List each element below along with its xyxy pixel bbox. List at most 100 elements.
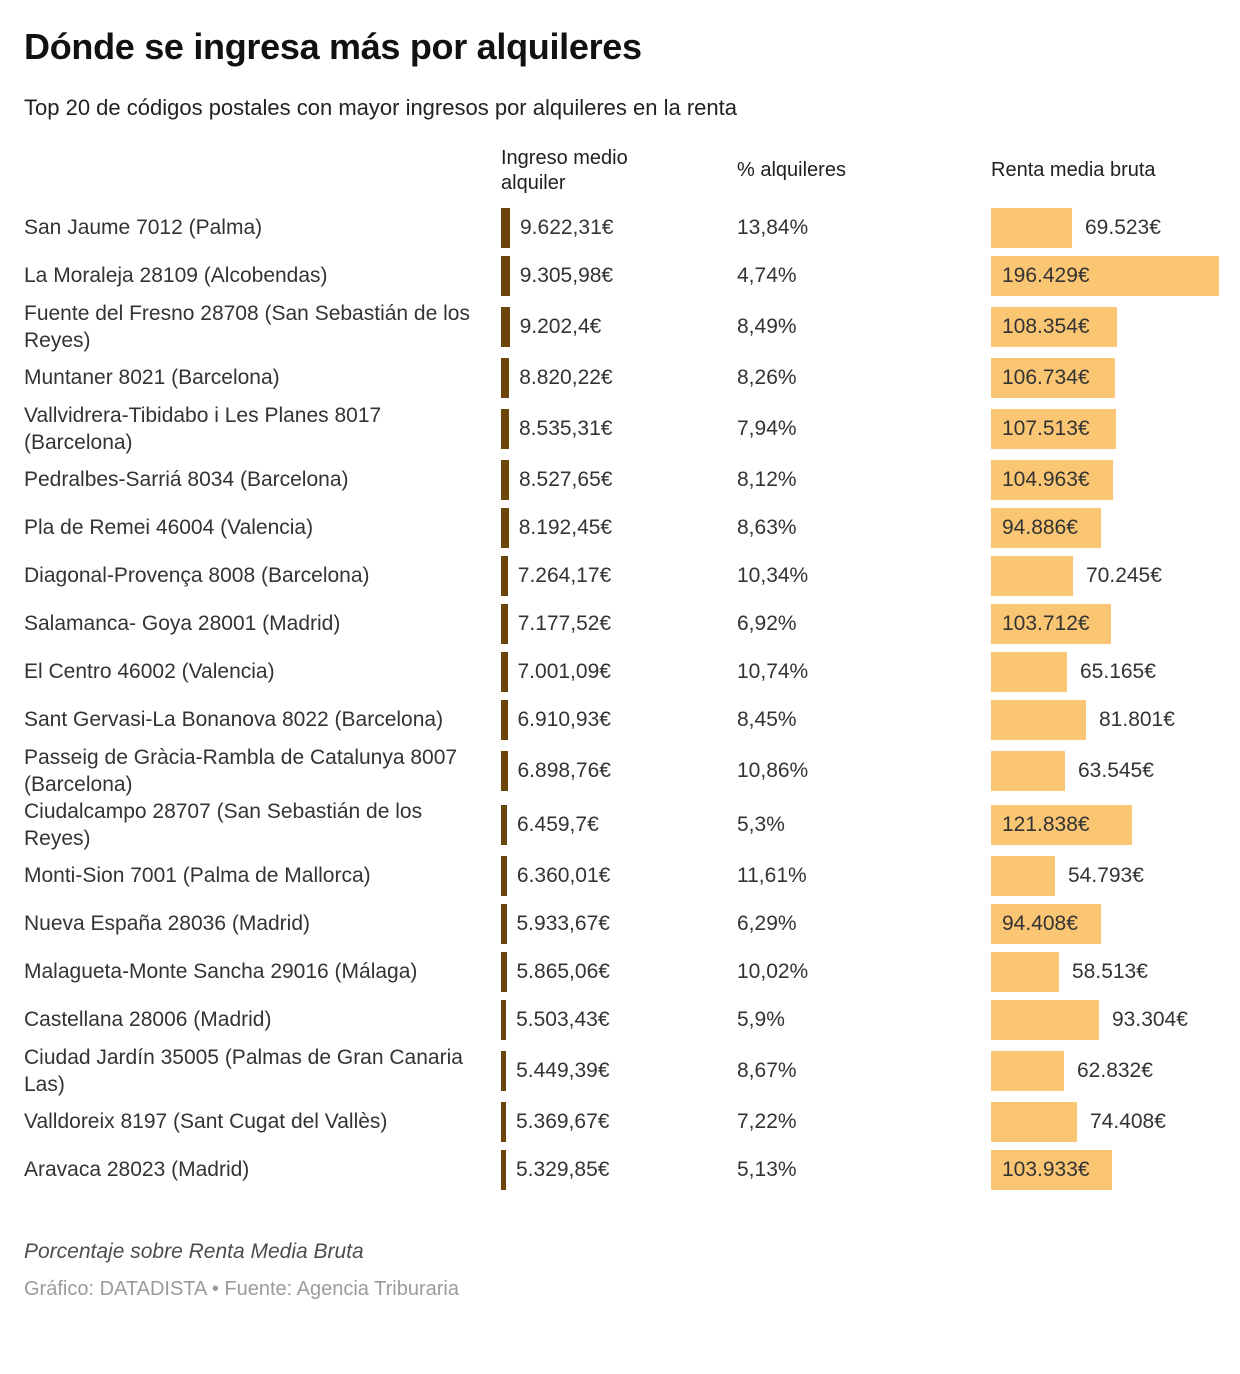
ingreso-cell: 8.192,45€ xyxy=(501,504,737,552)
renta-value: 94.408€ xyxy=(1002,911,1078,935)
location-label: La Moraleja 28109 (Alcobendas) xyxy=(24,264,328,288)
pct-value: 10,86% xyxy=(737,758,809,782)
ingreso-cell: 8.820,22€ xyxy=(501,354,737,402)
renta-cell: 106.734€ xyxy=(991,354,1216,402)
ingreso-bar xyxy=(501,651,508,692)
location-label: Aravaca 28023 (Madrid) xyxy=(24,1158,250,1182)
renta-cell: 103.933€ xyxy=(991,1146,1216,1194)
renta-bar xyxy=(991,651,1067,692)
pct-value: 8,45% xyxy=(737,707,797,731)
pct-value: 8,63% xyxy=(737,515,797,539)
location-label: Monti-Sion 7001 (Palma de Mallorca) xyxy=(24,864,371,888)
renta-cell: 93.304€ xyxy=(991,996,1216,1044)
pct-value: 8,26% xyxy=(737,365,797,389)
ingreso-value: 8.535,31€ xyxy=(519,416,613,440)
renta-bar xyxy=(991,951,1059,992)
location-label: El Centro 46002 (Valencia) xyxy=(24,660,275,684)
table-row: Valldoreix 8197 (Sant Cugat del Vallès) … xyxy=(24,1098,1216,1146)
pct-value: 8,67% xyxy=(737,1058,797,1082)
ingreso-bar xyxy=(501,750,508,791)
table-row: Fuente del Fresno 28708 (San Sebastián d… xyxy=(24,300,1216,354)
table-row: Passeig de Gràcia-Rambla de Catalunya 80… xyxy=(24,744,1216,798)
renta-cell: 94.408€ xyxy=(991,900,1216,948)
location-label: Muntaner 8021 (Barcelona) xyxy=(24,366,280,390)
ingreso-value: 7.001,09€ xyxy=(517,659,611,683)
pct-value: 6,92% xyxy=(737,611,797,635)
table-row: Salamanca- Goya 28001 (Madrid) 7.177,52€… xyxy=(24,600,1216,648)
renta-value: 196.429€ xyxy=(1002,263,1090,287)
ingreso-cell: 8.535,31€ xyxy=(501,402,737,456)
ingreso-cell: 8.527,65€ xyxy=(501,456,737,504)
renta-cell: 58.513€ xyxy=(991,948,1216,996)
table-row: Malagueta-Monte Sancha 29016 (Málaga) 5.… xyxy=(24,948,1216,996)
renta-value: 93.304€ xyxy=(1112,1007,1188,1031)
location-label: Fuente del Fresno 28708 (San Sebastián d… xyxy=(24,301,470,352)
pct-value: 11,61% xyxy=(737,863,807,887)
location-label: Passeig de Gràcia-Rambla de Catalunya 80… xyxy=(24,745,458,796)
renta-bar: 104.963€ xyxy=(991,459,1113,500)
ingreso-bar xyxy=(501,357,510,398)
renta-value: 104.963€ xyxy=(1002,467,1090,491)
ingreso-value: 7.264,17€ xyxy=(517,563,612,587)
renta-value: 58.513€ xyxy=(1072,959,1148,983)
renta-bar xyxy=(991,999,1099,1040)
renta-bar: 94.408€ xyxy=(991,903,1101,944)
pct-value: 10,74% xyxy=(737,659,809,683)
ingreso-bar xyxy=(501,951,507,992)
table-row: San Jaume 7012 (Palma) 9.622,31€ 13,84% … xyxy=(24,204,1216,252)
ingreso-value: 6.459,7€ xyxy=(517,812,599,836)
renta-value: 63.545€ xyxy=(1078,758,1154,782)
renta-bar: 108.354€ xyxy=(991,306,1117,347)
ingreso-value: 8.192,45€ xyxy=(518,515,613,539)
renta-bar: 196.429€ xyxy=(991,255,1219,296)
ingreso-bar xyxy=(501,1149,506,1190)
pct-value: 7,22% xyxy=(737,1109,797,1133)
column-header-renta: Renta media bruta xyxy=(991,159,1156,182)
ingreso-bar xyxy=(501,459,509,500)
table-row: Castellana 28006 (Madrid) 5.503,43€ 5,9%… xyxy=(24,996,1216,1044)
renta-cell: 70.245€ xyxy=(991,552,1216,600)
ingreso-bar xyxy=(501,699,508,740)
ingreso-bar xyxy=(501,1101,506,1142)
ingreso-bar xyxy=(501,903,507,944)
ingreso-cell: 9.622,31€ xyxy=(501,204,737,252)
table-row: Sant Gervasi-La Bonanova 8022 (Barcelona… xyxy=(24,696,1216,744)
ingreso-bar xyxy=(501,555,508,596)
renta-bar: 121.838€ xyxy=(991,804,1132,845)
pct-value: 6,29% xyxy=(737,911,797,935)
ingreso-bar xyxy=(501,306,510,347)
chart-container: Dónde se ingresa más por alquileres Top … xyxy=(24,26,1219,1300)
pct-value: 13,84% xyxy=(737,215,809,239)
table-row: Pedralbes-Sarriá 8034 (Barcelona) 8.527,… xyxy=(24,456,1216,504)
renta-cell: 81.801€ xyxy=(991,696,1216,744)
renta-value: 74.408€ xyxy=(1090,1109,1166,1133)
location-label: Ciudalcampo 28707 (San Sebastián de los … xyxy=(24,799,423,850)
location-label: Castellana 28006 (Madrid) xyxy=(24,1008,272,1032)
ingreso-value: 5.329,85€ xyxy=(516,1157,610,1181)
renta-value: 94.886€ xyxy=(1002,515,1078,539)
renta-value: 121.838€ xyxy=(1002,812,1090,836)
chart-footnote: Porcentaje sobre Renta Media Bruta xyxy=(24,1239,364,1263)
ingreso-cell: 9.305,98€ xyxy=(501,252,737,300)
renta-cell: 63.545€ xyxy=(991,744,1216,798)
table-row: Muntaner 8021 (Barcelona) 8.820,22€ 8,26… xyxy=(24,354,1216,402)
table-row: La Moraleja 28109 (Alcobendas) 9.305,98€… xyxy=(24,252,1219,300)
ingreso-value: 5.503,43€ xyxy=(516,1007,610,1031)
renta-bar xyxy=(991,1101,1077,1142)
table-row: Aravaca 28023 (Madrid) 5.329,85€ 5,13% 1… xyxy=(24,1146,1216,1194)
ingreso-value: 8.527,65€ xyxy=(519,467,613,491)
renta-bar: 106.734€ xyxy=(991,357,1115,398)
renta-cell: 107.513€ xyxy=(991,402,1216,456)
renta-cell: 54.793€ xyxy=(991,852,1216,900)
renta-value: 54.793€ xyxy=(1068,863,1144,887)
ingreso-cell: 5.933,67€ xyxy=(501,900,737,948)
ingreso-cell: 7.264,17€ xyxy=(501,552,737,600)
table-row: Ciudalcampo 28707 (San Sebastián de los … xyxy=(24,798,1216,852)
pct-value: 8,49% xyxy=(737,314,797,338)
renta-value: 106.734€ xyxy=(1002,365,1090,389)
ingreso-cell: 5.503,43€ xyxy=(501,996,737,1044)
pct-value: 10,02% xyxy=(737,959,809,983)
ingreso-bar xyxy=(501,207,510,248)
ingreso-value: 6.910,93€ xyxy=(517,707,611,731)
renta-value: 62.832€ xyxy=(1077,1058,1153,1082)
